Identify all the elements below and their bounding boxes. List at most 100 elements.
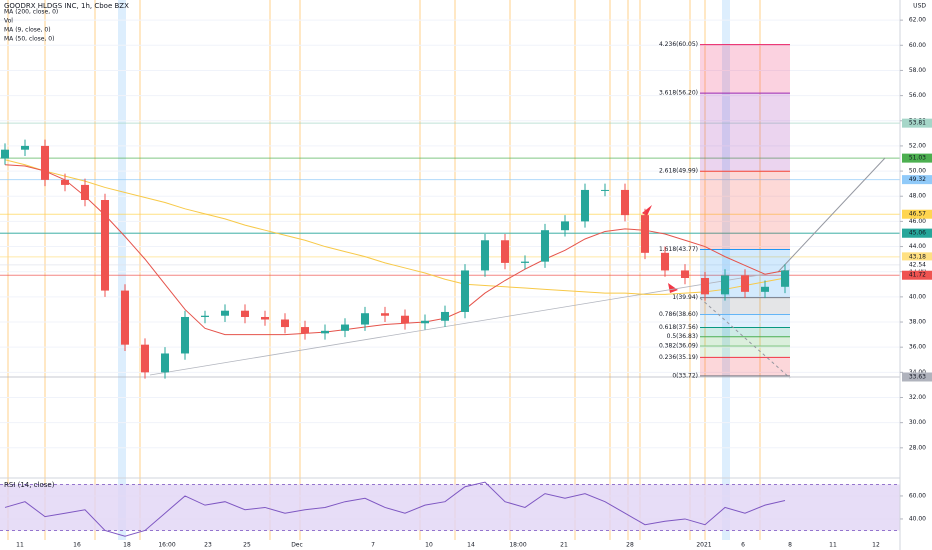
x-tick-label: 14 [467, 542, 475, 549]
level-label: 33.63 [909, 373, 926, 380]
candle-body [561, 221, 569, 231]
fib-label: 4.236(60.05) [659, 41, 698, 48]
candle-body [781, 270, 789, 287]
y-tick-label: 28.00 [909, 444, 926, 451]
candle-body [461, 270, 469, 312]
trend-line [777, 157, 886, 273]
line-series [4, 159, 786, 295]
y-tick-label: 60.00 [909, 492, 926, 499]
candle-body [381, 313, 389, 316]
level-tag [902, 372, 932, 382]
level-label: 43.18 [909, 253, 926, 260]
level-label: 41.72 [909, 272, 926, 279]
candle-body [321, 330, 329, 334]
candle-body [701, 277, 709, 295]
indicator-label: MA (50, close, 0) [4, 36, 54, 43]
candle-body [501, 240, 509, 263]
level-label: 46.57 [909, 211, 926, 218]
y-tick-label: 50.00 [909, 168, 926, 175]
session-band [722, 0, 730, 540]
level-tag [902, 175, 932, 185]
y-tick-label: 60.00 [909, 42, 926, 49]
line-series [4, 481, 786, 537]
candle-body [621, 189, 629, 216]
y-tick-label: 40.00 [909, 293, 926, 300]
currency: USD [913, 3, 926, 10]
y-tick-label: 52.00 [909, 142, 926, 149]
x-tick-label: 16 [73, 542, 81, 549]
fib-label: 0.382(36.09) [659, 343, 698, 350]
x-tick-label: 10 [425, 542, 433, 549]
y-tick-label: 34.00 [909, 369, 926, 376]
x-tick-label: 21 [560, 542, 568, 549]
trend-line [149, 269, 791, 376]
fib-label: 0.618(37.56) [659, 324, 698, 331]
y-tick-label: 44.00 [909, 243, 926, 250]
fib-zone [700, 357, 790, 376]
x-tick-label: 16:00 [158, 542, 175, 549]
x-tick-label: 2021 [696, 542, 711, 549]
y-tick-label: 32.00 [909, 394, 926, 401]
level-tag [902, 260, 932, 270]
x-tick-label: 8 [788, 542, 792, 549]
level-label: 53.81 [909, 120, 926, 127]
candle-body [61, 179, 69, 185]
candle-body [281, 319, 289, 328]
trend-line [699, 297, 791, 379]
rsi-title: RSI (14, close) [4, 481, 55, 489]
x-tick-label: 28 [626, 542, 634, 549]
fib-zone [700, 327, 790, 337]
level-tag [902, 228, 932, 238]
candle-body [21, 145, 29, 150]
x-tick-label: Dec [291, 542, 303, 549]
y-tick-label: 58.00 [909, 67, 926, 74]
fib-label: 0.786(38.60) [659, 311, 698, 318]
candle-body [441, 311, 449, 321]
candle-body [121, 290, 129, 345]
candle-body [741, 275, 749, 292]
level-tag [902, 252, 932, 262]
candle-body [261, 316, 269, 320]
candle-body [41, 145, 49, 180]
fib-label: 0.236(35.19) [659, 354, 698, 361]
candle-body [301, 327, 309, 334]
fib-zone [700, 171, 790, 250]
indicator-label: MA (9, close, 0) [4, 27, 51, 34]
y-tick-label: 30.00 [909, 419, 926, 426]
indicator-label: Vol [4, 18, 13, 25]
fib-label: 0.5(36.83) [667, 333, 698, 340]
x-tick-label: 6 [741, 542, 745, 549]
level-label: 45.06 [909, 230, 926, 237]
y-tick-label: 48.00 [909, 193, 926, 200]
y-tick-label: 38.00 [909, 319, 926, 326]
candle-body [241, 310, 249, 317]
level-tag [902, 118, 932, 128]
candle-body [361, 313, 369, 325]
indicator-label: MA (200, close, 0) [4, 9, 58, 16]
x-tick-label: 18 [123, 542, 131, 549]
candle-body [161, 353, 169, 373]
x-tick-label: 11 [829, 542, 837, 549]
candle-body [641, 215, 649, 253]
y-tick-label: 62.00 [909, 17, 926, 24]
candle-body [101, 200, 109, 291]
session-band [118, 0, 126, 540]
line-series [4, 164, 786, 336]
level-label: 42.54 [909, 261, 926, 268]
fib-label: 2.618(49.99) [659, 168, 698, 175]
x-tick-label: 23 [204, 542, 212, 549]
candle-body [221, 310, 229, 316]
chart-title: GOODRX HLDGS INC, 1h, Cboe BZX [4, 2, 129, 10]
fib-zone [700, 346, 790, 358]
candle-body [341, 324, 349, 331]
background-layer [0, 0, 900, 540]
fib-zone [700, 44, 790, 94]
y-tick-label: 40.00 [909, 515, 926, 522]
candle-body [181, 316, 189, 354]
candle-body [401, 315, 409, 324]
fib-label: 1(39.94) [672, 294, 698, 301]
candle-body [601, 189, 609, 191]
y-tick-label: 46.00 [909, 218, 926, 225]
candle-body [581, 189, 589, 222]
